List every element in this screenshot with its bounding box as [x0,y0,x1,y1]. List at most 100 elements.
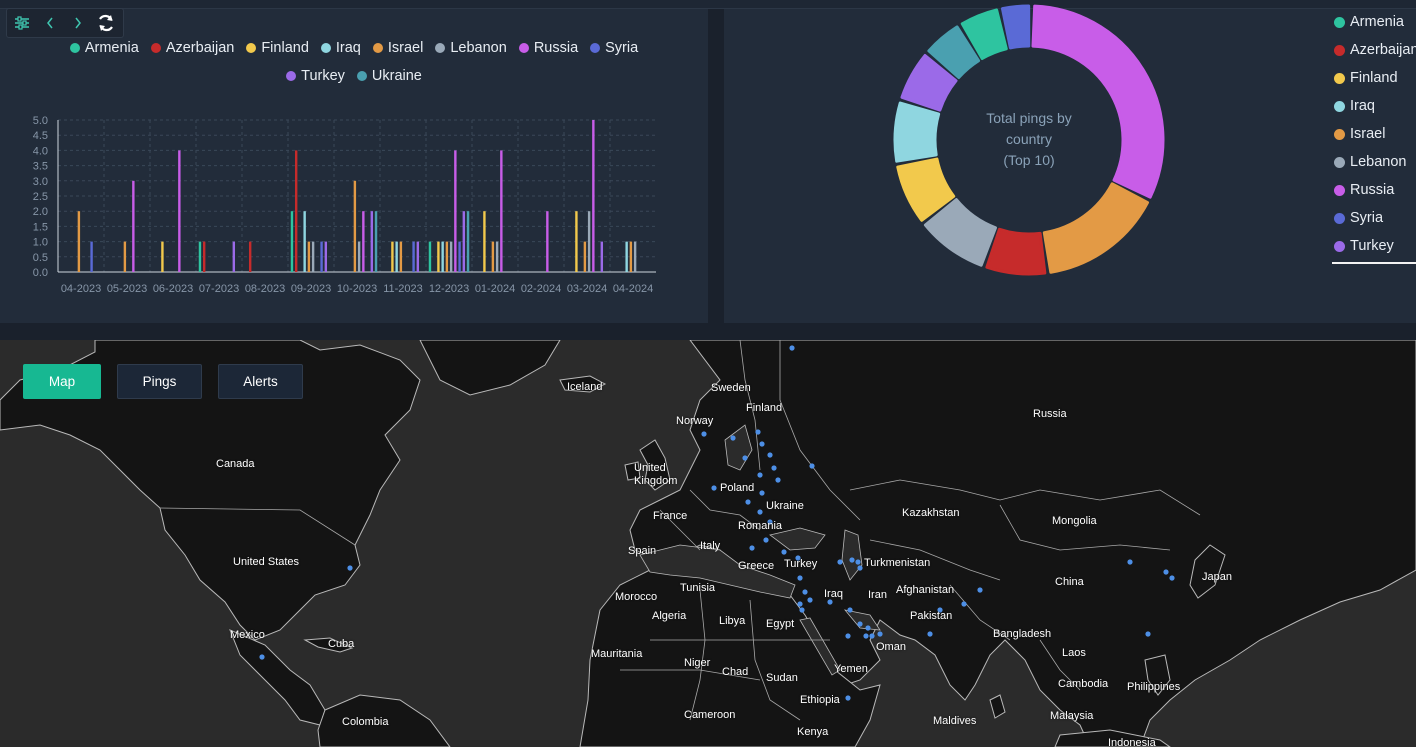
bar-legend-item-russia[interactable]: Russia [518,40,578,56]
bar-legend-item-lebanon[interactable]: Lebanon [435,40,507,56]
donut-slice-armenia[interactable] [960,8,1008,60]
ping-marker[interactable] [347,565,353,571]
ping-marker[interactable] [927,631,933,637]
ping-marker[interactable] [789,345,795,351]
ping-marker[interactable] [1127,559,1133,565]
land-greenland [419,340,561,396]
donut-slice-russia[interactable] [1031,4,1165,199]
ping-marker[interactable] [775,477,781,483]
ping-marker[interactable] [849,557,855,563]
ping-marker[interactable] [795,555,801,561]
ping-marker[interactable] [877,631,883,637]
ping-marker[interactable] [802,589,808,595]
map-label-iceland: Iceland [567,381,603,393]
bar-legend-item-armenia[interactable]: Armenia [69,40,139,56]
ping-marker[interactable] [745,499,751,505]
tab-alerts[interactable]: Alerts [218,364,303,399]
donut-legend-item-azerbaijan[interactable]: Azerbaijan [1334,36,1416,64]
donut-legend-item-turkey[interactable]: Turkey [1334,232,1416,260]
ping-marker[interactable] [742,455,748,461]
bar-israel-09-2023 [307,241,311,272]
bar-legend-item-azerbaijan[interactable]: Azerbaijan [150,40,234,56]
ping-marker[interactable] [755,429,761,435]
donut-slice-israel[interactable] [1042,182,1150,274]
ping-marker[interactable] [749,545,755,551]
ping-marker[interactable] [937,607,943,613]
map-label-malaysia: Malaysia [1050,710,1094,722]
bar-legend-item-syria[interactable]: Syria [590,40,638,56]
ping-marker[interactable] [759,441,765,447]
bar-legend-item-turkey[interactable]: Turkey [286,68,345,84]
donut-slice-lebanon[interactable] [923,198,997,267]
ping-marker[interactable] [845,695,851,701]
donut-legend-item-armenia[interactable]: Armenia [1334,8,1416,36]
ping-marker[interactable] [799,607,805,613]
map-label-turkey: Turkey [784,558,818,570]
donut-slice-iraq[interactable] [893,101,941,163]
refresh-icon[interactable] [95,12,117,34]
bar-russia-01-2024 [500,150,503,272]
ping-marker[interactable] [837,559,843,565]
legend-swatch [1334,44,1345,56]
ping-marker[interactable] [771,465,777,471]
tab-pings[interactable]: Pings [117,364,202,399]
ping-marker[interactable] [977,587,983,593]
bar-ukraine-12-2023 [466,211,470,272]
legend-swatch [1334,128,1345,140]
ping-marker[interactable] [763,537,769,543]
donut-legend-item-russia[interactable]: Russia [1334,176,1416,204]
donut-slice-turkey[interactable] [900,54,958,112]
ping-marker[interactable] [857,621,863,627]
sliders-icon[interactable] [11,12,33,34]
bar-legend-item-iraq[interactable]: Iraq [320,40,361,56]
bar-legend-item-ukraine[interactable]: Ukraine [356,68,422,84]
ping-marker[interactable] [845,633,851,639]
donut-slice-finland[interactable] [896,157,956,222]
ping-marker[interactable] [847,607,853,613]
ping-marker[interactable] [869,633,875,639]
donut-slice-ukraine[interactable] [927,25,981,80]
ping-marker[interactable] [961,601,967,607]
ping-marker[interactable] [767,519,773,525]
ping-marker[interactable] [781,549,787,555]
bar-azerbaijan-07-2023 [202,241,206,272]
ping-marker[interactable] [1169,575,1175,581]
donut-slice-syria[interactable] [1000,4,1031,50]
donut-legend-item-finland[interactable]: Finland [1334,64,1416,92]
ping-marker[interactable] [865,625,871,631]
ping-marker[interactable] [730,435,736,441]
chevron-left-icon[interactable] [39,12,61,34]
ping-marker[interactable] [797,601,803,607]
ping-marker[interactable] [863,633,869,639]
ping-marker[interactable] [1145,631,1151,637]
donut-legend-item-iraq[interactable]: Iraq [1334,92,1416,120]
bar-legend-item-israel[interactable]: Israel [372,40,423,56]
ping-marker[interactable] [759,490,765,496]
map-label-sudan: Sudan [766,672,798,684]
donut-legend-item-israel[interactable]: Israel [1334,120,1416,148]
ping-marker[interactable] [797,575,803,581]
world-map[interactable]: Map Pings Alerts Iceland Sweden Finland Rus… [0,340,1416,747]
ping-marker[interactable] [757,509,763,515]
ping-marker[interactable] [809,463,815,469]
ping-marker[interactable] [827,599,833,605]
ping-marker[interactable] [855,559,861,565]
bar-legend-item-finland[interactable]: Finland [246,40,309,56]
ping-marker[interactable] [767,452,773,458]
chevron-right-icon[interactable] [67,12,89,34]
map-canvas[interactable] [0,340,1416,747]
tab-map[interactable]: Map [23,364,101,399]
y-tick-label: 1.5 [33,221,48,233]
map-label-pakistan: Pakistan [910,610,953,622]
ping-marker[interactable] [857,565,863,571]
ping-marker[interactable] [1163,569,1169,575]
donut-legend-item-lebanon[interactable]: Lebanon [1334,148,1416,176]
bar-israel-12-2023 [445,241,449,272]
donut-slice-azerbaijan[interactable] [985,227,1047,276]
ping-marker[interactable] [259,654,265,660]
ping-marker[interactable] [701,431,707,437]
ping-marker[interactable] [757,472,763,478]
ping-marker[interactable] [711,485,717,491]
ping-marker[interactable] [807,597,813,603]
donut-legend-item-syria[interactable]: Syria [1334,204,1416,232]
